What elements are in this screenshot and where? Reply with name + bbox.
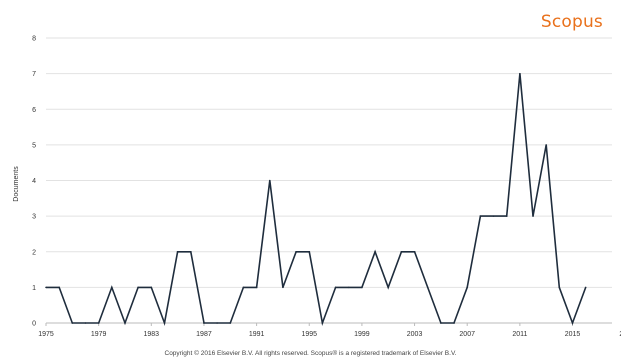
y-tick-label-6: 6 bbox=[32, 107, 36, 114]
data-point-2013 bbox=[545, 144, 547, 146]
x-tick-label-1975: 1975 bbox=[38, 331, 54, 338]
y-tick-label-4: 4 bbox=[32, 178, 36, 185]
data-point-2014 bbox=[558, 286, 561, 289]
data-point-1997 bbox=[334, 286, 337, 289]
y-tick-label-5: 5 bbox=[32, 142, 36, 149]
data-point-2005 bbox=[440, 322, 442, 324]
data-point-1985 bbox=[176, 250, 179, 253]
data-point-1978 bbox=[84, 322, 87, 324]
y-tick-label-3: 3 bbox=[32, 214, 36, 221]
y-axis-ticks: 0 1 2 3 4 5 6 7 8 bbox=[32, 36, 36, 328]
data-point-2015 bbox=[571, 322, 574, 324]
data-point-1996 bbox=[321, 322, 324, 324]
data-point-1989 bbox=[229, 322, 232, 324]
x-tick-label-2011: 2011 bbox=[512, 331, 527, 338]
data-point-2007 bbox=[466, 286, 469, 289]
x-tick-label-1987: 1987 bbox=[196, 331, 212, 338]
scopus-logo: Scopus bbox=[540, 12, 603, 32]
x-tick-label-201: 201 bbox=[619, 331, 621, 338]
data-point-1975 bbox=[45, 286, 47, 289]
x-tick-label-2007: 2007 bbox=[459, 331, 475, 338]
data-point-1999 bbox=[361, 286, 363, 289]
data-point-2012 bbox=[532, 215, 534, 217]
chart-grid bbox=[46, 37, 612, 324]
data-point-2006 bbox=[453, 322, 455, 324]
x-tick-label-2015: 2015 bbox=[565, 331, 581, 338]
y-axis-title: Documents bbox=[13, 166, 20, 202]
series-line-documents bbox=[46, 73, 587, 327]
data-point-1998 bbox=[347, 286, 350, 289]
data-point-1977 bbox=[71, 322, 74, 324]
data-point-2000 bbox=[374, 250, 376, 253]
data-point-1979 bbox=[97, 322, 100, 324]
data-point-2011 bbox=[519, 72, 521, 75]
data-point-1976 bbox=[58, 286, 60, 289]
data-point-1994 bbox=[295, 250, 297, 253]
data-point-2004 bbox=[426, 286, 429, 289]
x-axis-ticks: 1975 1979 1983 1987 1991 1995 1999 2003 2007 2011… bbox=[38, 323, 621, 338]
data-point-1988 bbox=[216, 322, 218, 324]
data-point-2009 bbox=[492, 215, 495, 217]
data-point-2010 bbox=[505, 215, 508, 217]
data-point-1982 bbox=[137, 286, 139, 289]
data-point-1993 bbox=[282, 286, 284, 289]
series-documents bbox=[45, 72, 587, 327]
x-tick-label-1999: 1999 bbox=[354, 331, 370, 338]
data-point-2001 bbox=[387, 286, 390, 289]
x-tick-label-1983: 1983 bbox=[144, 331, 160, 338]
x-tick-label-1979: 1979 bbox=[91, 331, 107, 338]
y-tick-label-0: 0 bbox=[32, 321, 36, 328]
x-tick-label-1995: 1995 bbox=[301, 331, 317, 338]
x-tick-label-1991: 1991 bbox=[249, 331, 265, 338]
data-point-2003 bbox=[413, 250, 416, 253]
data-point-2008 bbox=[479, 215, 482, 217]
data-point-1986 bbox=[189, 250, 192, 253]
data-point-2016 bbox=[584, 286, 587, 289]
y-tick-label-1: 1 bbox=[32, 285, 36, 292]
data-point-1983 bbox=[150, 286, 153, 289]
y-tick-label-7: 7 bbox=[32, 71, 36, 78]
data-point-1995 bbox=[308, 250, 311, 253]
data-point-1980 bbox=[111, 286, 113, 289]
copyright-footer: Copyright © 2016 Elsevier B.V. All right… bbox=[164, 350, 457, 357]
y-tick-label-8: 8 bbox=[32, 36, 36, 43]
y-tick-label-2: 2 bbox=[32, 249, 36, 256]
data-point-1981 bbox=[124, 322, 126, 324]
data-point-1984 bbox=[163, 322, 166, 324]
x-tick-label-2003: 2003 bbox=[407, 331, 423, 338]
data-point-1991 bbox=[255, 286, 258, 289]
data-point-1987 bbox=[203, 322, 205, 324]
data-point-1992 bbox=[268, 179, 271, 182]
data-point-1990 bbox=[242, 286, 245, 289]
data-point-2002 bbox=[400, 250, 403, 253]
